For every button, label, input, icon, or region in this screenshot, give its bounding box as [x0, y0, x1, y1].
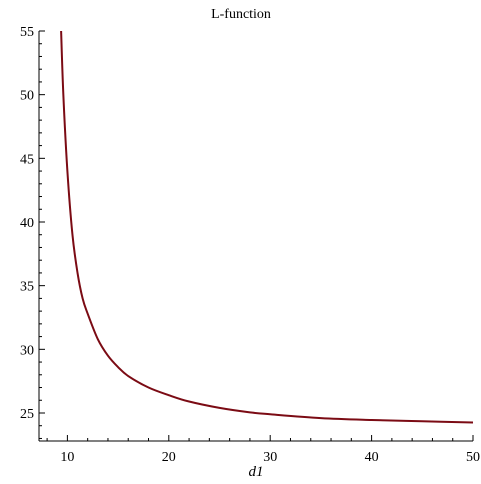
y-tick-label: 30 — [20, 343, 34, 358]
x-tick-label: 10 — [60, 450, 74, 465]
y-tick-label: 55 — [20, 25, 34, 40]
x-axis-label: d1 — [249, 464, 264, 480]
y-tick-label: 50 — [20, 89, 34, 104]
tick-labels: 25 30 35 40 45 50 55 10 20 30 40 50 — [20, 25, 480, 465]
y-tick-label: 45 — [20, 152, 34, 167]
x-tick-label: 20 — [162, 450, 176, 465]
axes — [38, 31, 473, 442]
tick-marks — [39, 30, 474, 441]
chart-title: L-function — [211, 7, 271, 22]
x-tick-label: 50 — [466, 450, 480, 465]
y-tick-label: 35 — [20, 280, 34, 295]
y-tick-label: 40 — [20, 216, 34, 231]
x-tick-label: 40 — [365, 450, 379, 465]
series-group — [60, 30, 474, 424]
series-line — [60, 30, 474, 424]
x-tick-label: 30 — [263, 450, 277, 465]
y-tick-label: 25 — [20, 407, 34, 422]
